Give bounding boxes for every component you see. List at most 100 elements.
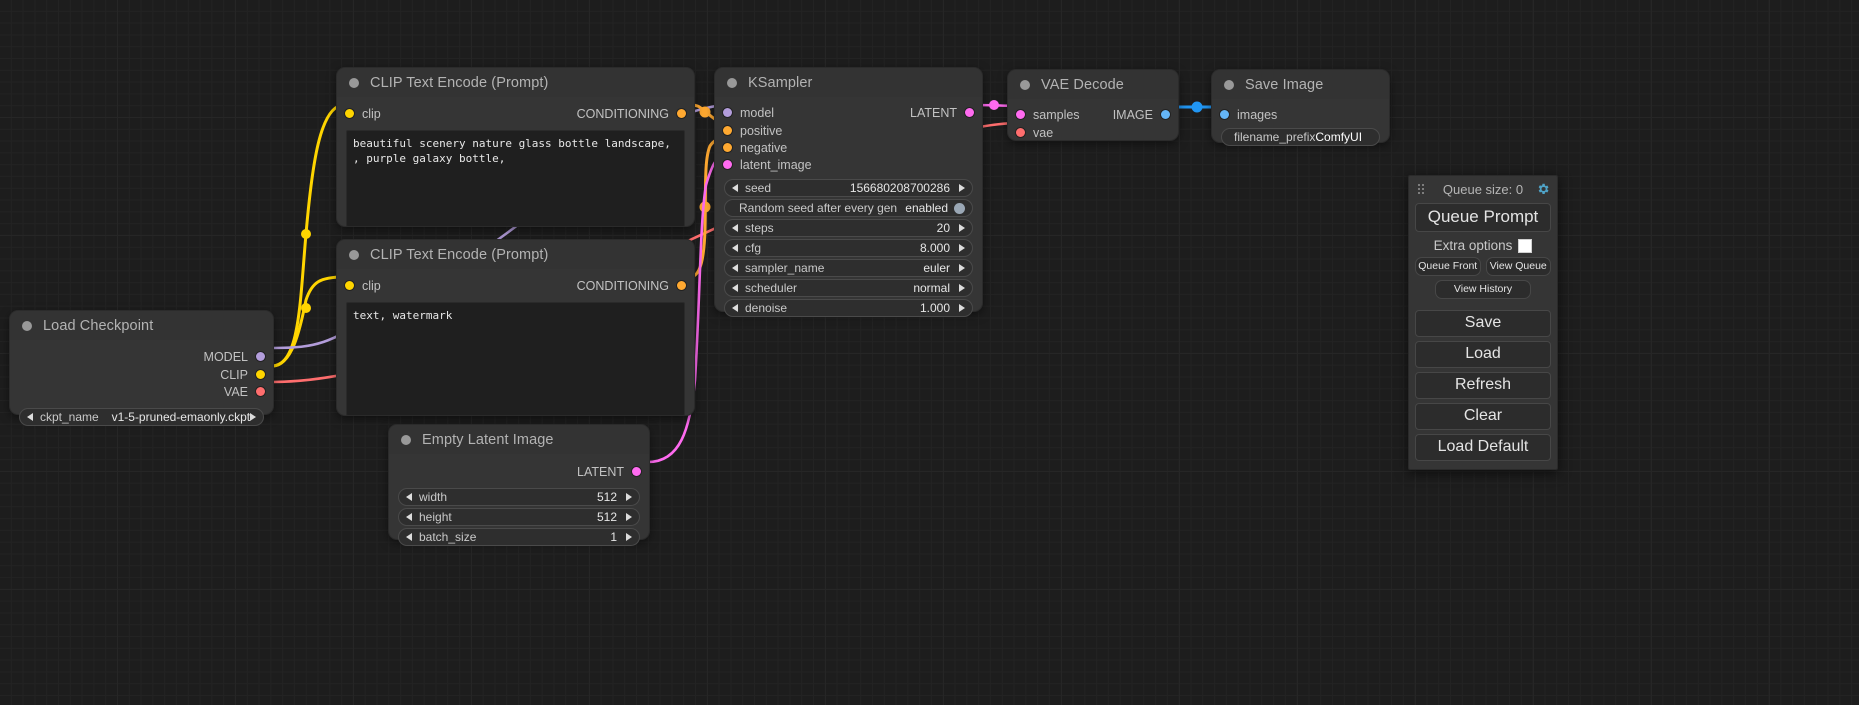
node-title-bar[interactable]: Empty Latent Image bbox=[389, 425, 649, 454]
widget-cfg[interactable]: cfg 8.000 bbox=[724, 239, 973, 257]
node-clip-text-encode-negative[interactable]: CLIP Text Encode (Prompt) clip CONDITION… bbox=[337, 240, 694, 416]
widget-seed[interactable]: seed 156680208700286 bbox=[724, 179, 973, 197]
node-ksampler[interactable]: KSampler model LATENT positive bbox=[715, 68, 982, 317]
node-title-bar[interactable]: Load Checkpoint bbox=[10, 311, 273, 340]
slot-dot-clip-icon[interactable] bbox=[256, 370, 265, 379]
refresh-button[interactable]: Refresh bbox=[1415, 372, 1551, 399]
slot-dot-clip-icon[interactable] bbox=[345, 109, 354, 118]
output-slot-image[interactable]: IMAGE bbox=[1113, 106, 1170, 123]
slot-dot-conditioning-icon[interactable] bbox=[723, 126, 732, 135]
queue-prompt-button[interactable]: Queue Prompt bbox=[1415, 203, 1551, 232]
decrement-arrow-icon[interactable] bbox=[406, 513, 412, 521]
slot-dot-image-icon[interactable] bbox=[1220, 110, 1229, 119]
decrement-arrow-icon[interactable] bbox=[406, 533, 412, 541]
widget-filename-prefix[interactable]: filename_prefix ComfyUI bbox=[1221, 128, 1380, 146]
input-slot-negative[interactable]: negative bbox=[723, 139, 787, 156]
collapse-dot-icon[interactable] bbox=[349, 249, 359, 260]
widget-ckpt-name[interactable]: ckpt_name v1-5-pruned-emaonly.ckpt bbox=[19, 408, 264, 426]
output-slot-latent[interactable]: LATENT bbox=[577, 463, 641, 480]
input-slot-samples[interactable]: samples bbox=[1016, 106, 1080, 123]
widget-sampler-name[interactable]: sampler_name euler bbox=[724, 259, 973, 277]
decrement-arrow-icon[interactable] bbox=[732, 244, 738, 252]
node-load-checkpoint[interactable]: Load Checkpoint MODEL CLIP VAE bbox=[10, 311, 273, 426]
widget-width[interactable]: width 512 bbox=[398, 488, 640, 506]
widget-height[interactable]: height 512 bbox=[398, 508, 640, 526]
input-slot-images[interactable]: images bbox=[1220, 106, 1277, 123]
collapse-dot-icon[interactable] bbox=[1020, 79, 1030, 90]
increment-arrow-icon[interactable] bbox=[959, 224, 965, 232]
prompt-textarea[interactable]: beautiful scenery nature glass bottle la… bbox=[346, 130, 685, 227]
collapse-dot-icon[interactable] bbox=[401, 434, 411, 445]
view-history-button[interactable]: View History bbox=[1435, 280, 1531, 299]
slot-dot-latent-icon[interactable] bbox=[723, 160, 732, 169]
load-default-button[interactable]: Load Default bbox=[1415, 434, 1551, 461]
increment-arrow-icon[interactable] bbox=[626, 533, 632, 541]
node-title-bar[interactable]: CLIP Text Encode (Prompt) bbox=[337, 68, 694, 97]
slot-dot-vae-icon[interactable] bbox=[256, 387, 265, 396]
node-title-bar[interactable]: Save Image bbox=[1212, 70, 1389, 99]
widget-batch-size[interactable]: batch_size 1 bbox=[398, 528, 640, 546]
slot-dot-latent-icon[interactable] bbox=[965, 108, 974, 117]
input-slot-latent-image[interactable]: latent_image bbox=[723, 156, 812, 173]
slot-dot-conditioning-icon[interactable] bbox=[677, 281, 686, 290]
next-arrow-icon[interactable] bbox=[250, 413, 256, 421]
node-title-bar[interactable]: KSampler bbox=[715, 68, 982, 97]
output-slot-latent[interactable]: LATENT bbox=[910, 104, 974, 121]
decrement-arrow-icon[interactable] bbox=[732, 184, 738, 192]
extra-options-row[interactable]: Extra options bbox=[1415, 238, 1551, 253]
gear-icon[interactable] bbox=[1536, 182, 1550, 196]
view-queue-button[interactable]: View Queue bbox=[1485, 257, 1551, 276]
collapse-dot-icon[interactable] bbox=[1224, 79, 1234, 90]
increment-arrow-icon[interactable] bbox=[626, 493, 632, 501]
slot-dot-clip-icon[interactable] bbox=[345, 281, 354, 290]
node-empty-latent-image[interactable]: Empty Latent Image LATENT width 512 heig… bbox=[389, 425, 649, 546]
clear-button[interactable]: Clear bbox=[1415, 403, 1551, 430]
increment-arrow-icon[interactable] bbox=[959, 244, 965, 252]
load-button[interactable]: Load bbox=[1415, 341, 1551, 368]
next-arrow-icon[interactable] bbox=[959, 264, 965, 272]
output-slot-conditioning[interactable]: CONDITIONING bbox=[577, 105, 686, 122]
collapse-dot-icon[interactable] bbox=[727, 77, 737, 88]
slot-dot-conditioning-icon[interactable] bbox=[723, 143, 732, 152]
node-save-image[interactable]: Save Image images filename_prefix ComfyU… bbox=[1212, 70, 1389, 146]
increment-arrow-icon[interactable] bbox=[959, 184, 965, 192]
decrement-arrow-icon[interactable] bbox=[732, 224, 738, 232]
output-slot-model[interactable]: MODEL bbox=[204, 348, 265, 365]
extra-options-checkbox[interactable] bbox=[1518, 238, 1533, 253]
collapse-dot-icon[interactable] bbox=[349, 77, 359, 88]
previous-arrow-icon[interactable] bbox=[732, 284, 738, 292]
comfy-menu-panel[interactable]: Queue size: 0 Queue Prompt Extra options… bbox=[1408, 175, 1558, 470]
collapse-dot-icon[interactable] bbox=[22, 320, 32, 331]
slot-dot-conditioning-icon[interactable] bbox=[677, 109, 686, 118]
node-title-bar[interactable]: CLIP Text Encode (Prompt) bbox=[337, 240, 694, 269]
queue-front-button[interactable]: Queue Front bbox=[1415, 257, 1481, 276]
slot-dot-latent-icon[interactable] bbox=[1016, 110, 1025, 119]
increment-arrow-icon[interactable] bbox=[959, 304, 965, 312]
widget-steps[interactable]: steps 20 bbox=[724, 219, 973, 237]
previous-arrow-icon[interactable] bbox=[732, 264, 738, 272]
input-slot-positive[interactable]: positive bbox=[723, 122, 782, 139]
output-slot-clip[interactable]: CLIP bbox=[220, 366, 265, 383]
previous-arrow-icon[interactable] bbox=[27, 413, 33, 421]
input-slot-clip[interactable]: clip bbox=[345, 277, 381, 294]
node-vae-decode[interactable]: VAE Decode samples IMAGE vae bbox=[1008, 70, 1178, 140]
output-slot-conditioning[interactable]: CONDITIONING bbox=[577, 277, 686, 294]
slot-dot-vae-icon[interactable] bbox=[1016, 128, 1025, 137]
input-slot-model[interactable]: model bbox=[723, 104, 774, 121]
decrement-arrow-icon[interactable] bbox=[406, 493, 412, 501]
increment-arrow-icon[interactable] bbox=[626, 513, 632, 521]
node-clip-text-encode-positive[interactable]: CLIP Text Encode (Prompt) clip CONDITION… bbox=[337, 68, 694, 227]
widget-denoise[interactable]: denoise 1.000 bbox=[724, 299, 973, 317]
slot-dot-latent-icon[interactable] bbox=[632, 467, 641, 476]
input-slot-vae[interactable]: vae bbox=[1016, 124, 1053, 141]
drag-handle-icon[interactable] bbox=[1417, 183, 1426, 195]
output-slot-vae[interactable]: VAE bbox=[224, 383, 265, 400]
decrement-arrow-icon[interactable] bbox=[732, 304, 738, 312]
input-slot-clip[interactable]: clip bbox=[345, 105, 381, 122]
prompt-textarea[interactable]: text, watermark bbox=[346, 302, 685, 416]
toggle-indicator-icon[interactable] bbox=[954, 202, 965, 214]
next-arrow-icon[interactable] bbox=[959, 284, 965, 292]
widget-random-seed-toggle[interactable]: Random seed after every gen enabled bbox=[724, 199, 973, 217]
node-title-bar[interactable]: VAE Decode bbox=[1008, 70, 1178, 99]
